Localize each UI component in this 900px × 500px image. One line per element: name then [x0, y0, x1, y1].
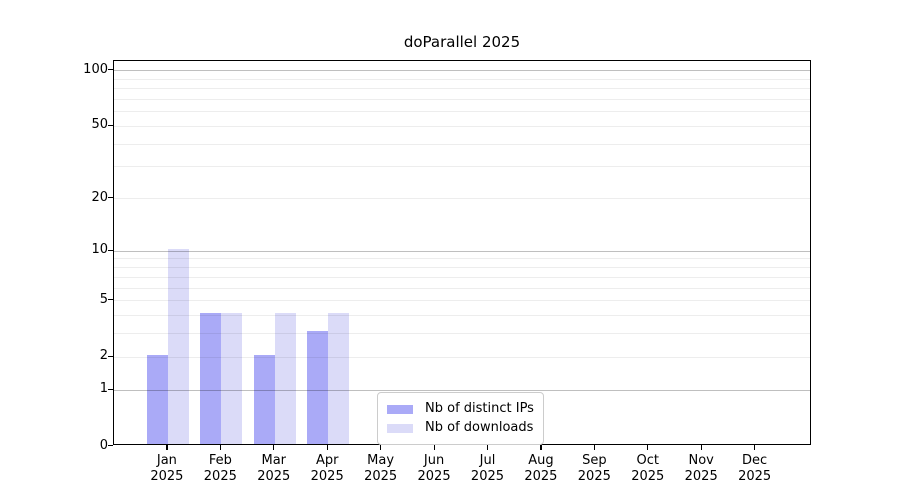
- y-tick-mark: [108, 388, 113, 390]
- x-tick-mark: [540, 445, 542, 450]
- x-tick-mark: [647, 445, 649, 450]
- plot-area: [113, 60, 811, 445]
- x-tick-mark: [326, 445, 328, 450]
- x-tick-mark: [486, 445, 489, 450]
- x-tick-label: Jul 2025: [470, 453, 505, 484]
- y-tick-label: 10: [91, 242, 108, 258]
- y-tick-mark: [108, 124, 113, 126]
- y-tick-label: 5: [99, 291, 108, 307]
- x-tick-label: Feb 2025: [203, 453, 237, 484]
- x-tick-label: Aug 2025: [524, 453, 558, 484]
- gridline-minor: [114, 88, 810, 90]
- gridline-minor: [114, 287, 810, 289]
- x-tick-mark: [754, 445, 756, 450]
- y-tick-mark: [108, 249, 113, 251]
- bar-distinct-ips-apr: [307, 331, 329, 444]
- x-tick-mark: [433, 445, 435, 450]
- gridline-minor: [114, 111, 810, 113]
- y-tick-mark: [108, 355, 113, 357]
- bar-distinct-ips-feb: [200, 312, 222, 444]
- legend-label: Nb of downloads: [425, 420, 534, 435]
- bar-downloads-mar: [274, 312, 296, 444]
- bar-distinct-ips-mar: [253, 354, 275, 444]
- x-tick-label: Jun 2025: [417, 453, 451, 484]
- x-tick-label: Nov 2025: [684, 453, 718, 484]
- legend-swatch: [387, 423, 413, 433]
- x-tick-label: May 2025: [364, 453, 398, 484]
- gridline-minor: [114, 314, 810, 316]
- legend-swatch: [387, 404, 413, 414]
- x-tick-label: Sep 2025: [577, 453, 611, 484]
- legend: Nb of distinct IPs Nb of downloads: [377, 392, 544, 445]
- y-tick-label: 50: [91, 117, 108, 133]
- x-tick-mark: [166, 445, 168, 450]
- x-tick-mark: [700, 445, 702, 450]
- bar-downloads-apr: [328, 312, 350, 444]
- x-tick-mark: [219, 445, 222, 450]
- gridline-major: [114, 389, 810, 391]
- gridline-minor: [114, 143, 810, 145]
- x-tick-mark: [593, 445, 596, 450]
- x-tick-label: Oct 2025: [631, 453, 665, 484]
- legend-item: Nb of downloads: [387, 420, 534, 436]
- gridline-minor: [114, 166, 810, 168]
- y-tick-label: 100: [83, 61, 108, 77]
- gridline-minor: [114, 300, 810, 302]
- y-tick-label: 20: [91, 189, 108, 205]
- gridline-major: [114, 250, 810, 252]
- y-tick-label: 2: [99, 348, 108, 364]
- bar-downloads-jan: [167, 248, 189, 444]
- gridline-major: [114, 70, 810, 72]
- y-tick-mark: [108, 197, 113, 199]
- gridline-minor: [114, 258, 810, 260]
- x-tick-mark: [380, 445, 382, 450]
- legend-label: Nb of distinct IPs: [425, 401, 534, 416]
- x-tick-label: Apr 2025: [310, 453, 344, 484]
- x-tick-label: Dec 2025: [738, 453, 772, 484]
- y-tick-label: 0: [99, 437, 108, 453]
- gridline-minor: [114, 125, 810, 127]
- y-tick-mark: [108, 299, 113, 301]
- chart-title: doParallel 2025: [403, 33, 521, 51]
- x-tick-label: Mar 2025: [257, 453, 291, 484]
- bar-downloads-feb: [221, 312, 243, 444]
- x-tick-label: Jan 2025: [150, 453, 184, 484]
- bar-distinct-ips-jan: [146, 354, 168, 444]
- gridline-minor: [114, 198, 810, 200]
- gridline-minor: [114, 78, 810, 80]
- gridline-minor: [114, 98, 810, 100]
- y-tick-mark: [108, 69, 113, 71]
- legend-item: Nb of distinct IPs: [387, 401, 534, 417]
- x-tick-mark: [273, 445, 275, 450]
- y-tick-label: 1: [99, 381, 108, 397]
- gridline-minor: [114, 333, 810, 335]
- gridline-minor: [114, 356, 810, 358]
- y-tick-mark: [108, 445, 113, 447]
- gridline-minor: [114, 276, 810, 278]
- gridline-minor: [114, 267, 810, 269]
